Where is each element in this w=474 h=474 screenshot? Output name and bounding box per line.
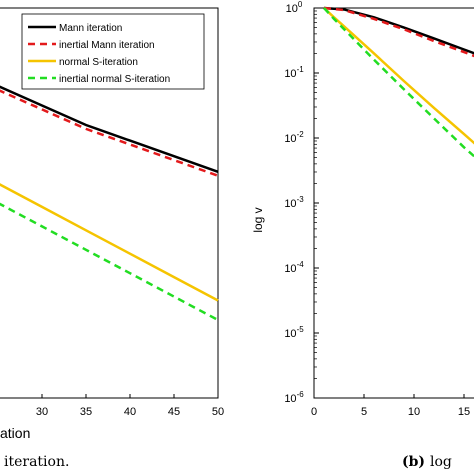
left-x-tick-label: 40 (124, 406, 136, 418)
right-x-tick-label: 5 (361, 406, 367, 418)
right-x-tick-label: 10 (408, 406, 420, 418)
right-y-axis-label: log v (251, 207, 265, 232)
right-x-tick-label: 0 (311, 406, 317, 418)
left-x-tick-label: 30 (36, 406, 48, 418)
legend-label-mann: Mann iteration (59, 23, 122, 34)
left-x-axis-label: ation (0, 425, 30, 441)
right-y-tick-label: 10-1 (284, 65, 304, 80)
right-x-ticks: 0 5 10 15 (311, 394, 470, 418)
right-line-inertial-normal-s-iteration (323, 7, 474, 158)
legend-label-inertial-normal-s: inertial normal S-iteration (59, 74, 170, 85)
right-x-tick-label: 15 (458, 406, 470, 418)
right-line-normal-s-iteration (323, 7, 474, 145)
left-line-inertial-normal-s-iteration (0, 202, 219, 322)
left-plot-frame (0, 7, 219, 399)
right-series-lines (323, 6, 474, 158)
left-chart: 30 35 40 45 50 Mann iteration inertial Mann … (0, 7, 224, 470)
right-y-tick-label: 100 (286, 0, 303, 15)
right-line-mann-iteration (323, 6, 474, 55)
left-x-tick-label: 50 (212, 406, 224, 418)
left-line-normal-s-iteration (0, 183, 219, 302)
left-x-tick-label: 35 (80, 406, 92, 418)
left-x-ticks: 30 35 40 45 50 (36, 394, 224, 418)
left-x-tick-label: 45 (168, 406, 180, 418)
right-y-tick-label: 10-3 (284, 195, 304, 210)
right-y-tick-label: 10-5 (284, 325, 304, 340)
right-chart: 100 10-1 10-2 10-3 10-4 10-5 10-6 0 5 10 15 log v… (251, 0, 474, 470)
right-y-tick-label: 10-6 (284, 390, 304, 405)
right-y-tick-label: 10-4 (284, 260, 304, 275)
legend-label-normal-s: normal S-iteration (59, 57, 138, 68)
right-y-ticks: 100 10-1 10-2 10-3 10-4 10-5 10-6 (284, 0, 319, 405)
legend-label-inertial-mann: inertial Mann iteration (59, 40, 155, 51)
legend: Mann iteration inertial Mann iteration n… (21, 13, 205, 90)
left-line-inertial-mann-iteration (0, 89, 219, 177)
right-line-inertial-mann-iteration (323, 6, 474, 58)
right-y-tick-label: 10-2 (284, 130, 304, 145)
left-series-lines (0, 85, 219, 322)
left-caption: iteration. (4, 454, 69, 470)
right-plot-frame (313, 7, 474, 399)
left-line-mann-iteration (0, 85, 219, 173)
right-caption-text: log (430, 454, 452, 470)
right-caption-label: (b) (402, 454, 425, 470)
